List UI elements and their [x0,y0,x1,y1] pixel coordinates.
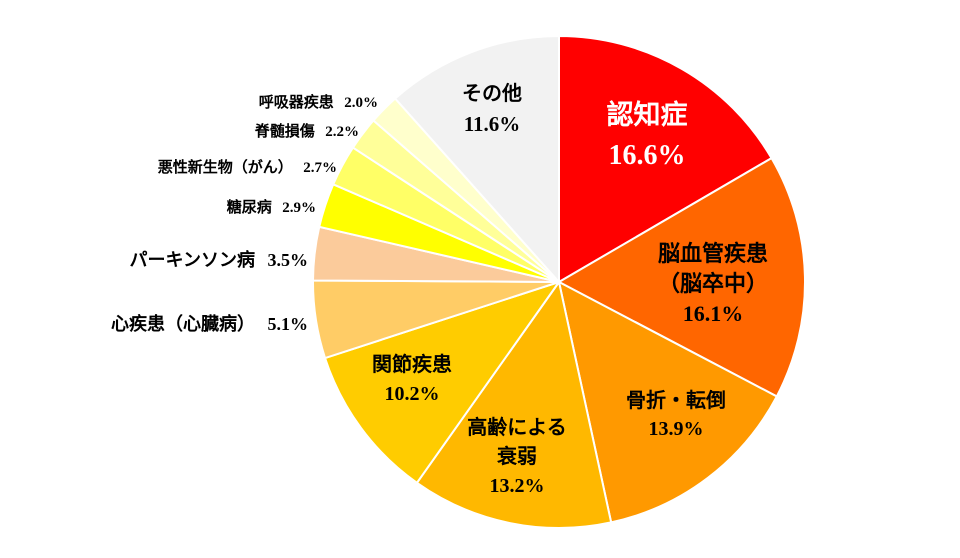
slice-value-label: 16.6% [609,140,686,171]
slice-value-label: 5.1% [268,314,309,334]
slice-value-label: 10.2% [385,383,440,405]
slice-label: 悪性新生物（がん） 2.7% [158,158,337,176]
slice-label: 呼吸器疾患 2.0% [259,93,378,111]
slice-label: 心疾患（心臓病） 5.1% [111,313,308,335]
slice-label: 脊髄損傷 2.2% [254,122,359,140]
slice-label: （脳卒中） [658,271,768,297]
slice-label: パーキンソン病 3.5% [130,249,309,271]
pie-slice [557,280,779,524]
slice-label: 認知症 [607,99,688,131]
slice-label: 脳血管疾患 [658,241,768,267]
pie-slices [311,34,806,529]
slice-label: その他 [462,81,522,105]
slice-value-label: 16.1% [683,301,744,326]
pie-labels: 認知症 16.6% 脳血管疾患 （脳卒中） 16.1% 骨折・転倒 13.9% 高齢による衰弱… [111,81,768,497]
slice-value-label: 2.0% [344,95,378,111]
slice-value-label: 2.9% [282,200,316,216]
slice-value-label: 13.9% [649,418,704,440]
pie-slice [415,279,613,529]
pie-slice [393,34,560,285]
slice-value-label: 3.5% [268,250,309,270]
slice-label: 骨折・転倒 [626,388,726,412]
slice-label: 衰弱 [496,444,537,468]
pie-slice [556,156,806,398]
pie-slice [558,34,773,284]
slice-label: 関節疾患 [372,352,452,376]
pie-slice [323,280,562,485]
slice-value-label: 11.6% [464,112,521,136]
slice-value-label: 2.2% [325,124,359,140]
slice-label: 高齢による [467,415,566,439]
slice-value-label: 13.2% [490,475,545,497]
slice-label: 糖尿病 2.9% [227,198,316,216]
slice-value-label: 2.7% [303,160,337,176]
